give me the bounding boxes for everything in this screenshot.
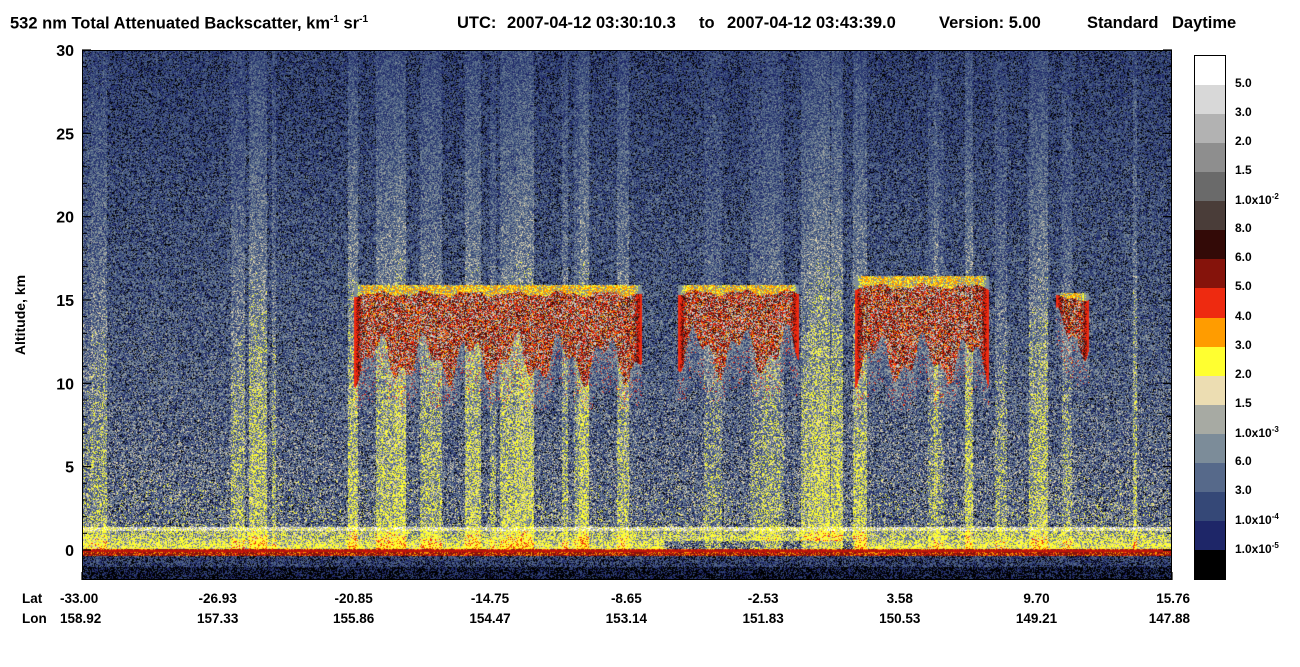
x-tick-lat-label: -20.85 <box>334 591 373 606</box>
y-tick-label: 0 <box>65 543 74 560</box>
colorbar-label: 5.0 <box>1235 279 1252 294</box>
colorbar-label: 1.0x10-3 <box>1235 424 1279 440</box>
colorbar-label: 1.5 <box>1235 163 1252 178</box>
colorbar-label: 3.0 <box>1235 482 1252 497</box>
x-tick-lat-label: -26.93 <box>199 591 238 606</box>
title-to: to <box>699 14 715 32</box>
chart-title: 532 nm Total Attenuated Backscatter, km-… <box>10 8 1290 36</box>
colorbar-label: 1.0x10-2 <box>1235 192 1279 208</box>
colorbar-swatch <box>1195 520 1225 551</box>
colorbar-swatch <box>1195 85 1225 115</box>
backscatter-plot-area <box>82 50 1172 580</box>
x-tick-lat-label: 15.76 <box>1156 591 1190 606</box>
colorbar-label: 8.0 <box>1235 221 1252 236</box>
x-tick-lon-label: 158.92 <box>60 611 101 626</box>
colorbar-swatch <box>1195 172 1225 202</box>
x-tick-lon-label: 157.33 <box>197 611 239 626</box>
x-tick-lat-label: -2.53 <box>748 591 779 606</box>
y-axis: 0 5 10 15 20 25 30 <box>56 43 1172 568</box>
x-tick-lat-label: -14.75 <box>471 591 510 606</box>
colorbar-swatch <box>1195 288 1225 319</box>
colorbar-labels: 5.0 3.0 2.0 1.5 1.0x10-2 8.0 6.0 5.0 4.0 3.0 2.0 1.… <box>1235 55 1300 580</box>
colorbar-swatch <box>1195 56 1225 86</box>
x-tick-lat-label: 3.58 <box>887 591 914 606</box>
colorbar-swatch <box>1195 317 1225 348</box>
x-tick-lon-label: 151.83 <box>742 611 784 626</box>
colorbar-swatch <box>1195 375 1225 406</box>
colorbar-label: 4.0 <box>1235 308 1252 323</box>
title-utc-start: 2007-04-12 03:30:10.3 <box>507 14 676 32</box>
title-product-level: Standard <box>1087 14 1159 32</box>
colorbar-swatch <box>1195 114 1225 144</box>
colorbar-label: 1.0x10-4 <box>1235 511 1279 527</box>
colorbar-label: 5.0 <box>1235 76 1252 91</box>
colorbar-label: 6.0 <box>1235 250 1252 265</box>
colorbar-label: 1.5 <box>1235 395 1252 410</box>
colorbar-label: 2.0 <box>1235 134 1252 149</box>
title-product: 532 nm Total Attenuated Backscatter, km-… <box>10 14 369 33</box>
x-tick-lon-label: 154.47 <box>469 611 510 626</box>
colorbar-swatch <box>1195 491 1225 522</box>
y-tick-label: 30 <box>56 43 74 60</box>
y-tick-label: 15 <box>56 293 74 310</box>
colorbar-label: 3.0 <box>1235 337 1252 352</box>
y-axis-label: Altitude, km <box>12 275 28 355</box>
y-tick-label: 25 <box>56 126 74 143</box>
colorbar-label: 2.0 <box>1235 366 1252 381</box>
y-tick-label: 5 <box>65 460 74 477</box>
x-tick-lon-label: 150.53 <box>879 611 921 626</box>
title-version: Version: 5.00 <box>939 14 1041 32</box>
colorbar-swatch <box>1195 404 1225 435</box>
units-exponent-1: -1 <box>330 14 339 25</box>
colorbar-swatch <box>1195 433 1225 464</box>
x-tick-lon-label: 147.88 <box>1149 611 1191 626</box>
x-tick-lat-label: 9.70 <box>1023 591 1049 606</box>
colorbar-swatch <box>1195 201 1225 231</box>
x-tick-lat-label: -33.00 <box>60 591 98 606</box>
x-tick-lon-label: 155.86 <box>333 611 375 626</box>
lon-row-label: Lon <box>22 611 47 626</box>
title-utc-label: UTC: <box>457 14 497 32</box>
x-axis: -33.00 158.92 -26.93 157.33 -20.85 155.86 -14.… <box>60 572 1190 626</box>
colorbar-swatch <box>1195 259 1225 290</box>
colorbar-swatch <box>1195 346 1225 377</box>
units-exponent-2: -1 <box>359 14 369 25</box>
backscatter-heatmap <box>83 51 1171 579</box>
title-utc-end: 2007-04-12 03:43:39.0 <box>727 14 896 32</box>
title-lighting: Daytime <box>1172 14 1237 32</box>
colorbar-swatch <box>1195 462 1225 493</box>
colorbar-label: 1.0x10-5 <box>1235 540 1279 556</box>
colorbar-label: 6.0 <box>1235 453 1252 468</box>
y-tick-label: 20 <box>56 210 74 227</box>
colorbar-swatch <box>1195 230 1225 260</box>
x-tick-lat-label: -8.65 <box>611 591 642 606</box>
colorbar-label: 3.0 <box>1235 105 1252 120</box>
colorbar-swatch <box>1195 549 1225 580</box>
colorbar-swatch <box>1195 143 1225 173</box>
lat-row-label: Lat <box>22 591 43 606</box>
colorbar <box>1194 55 1226 580</box>
y-tick-label: 10 <box>56 376 74 393</box>
x-tick-lon-label: 149.21 <box>1016 611 1058 626</box>
x-tick-lon-label: 153.14 <box>606 611 648 626</box>
